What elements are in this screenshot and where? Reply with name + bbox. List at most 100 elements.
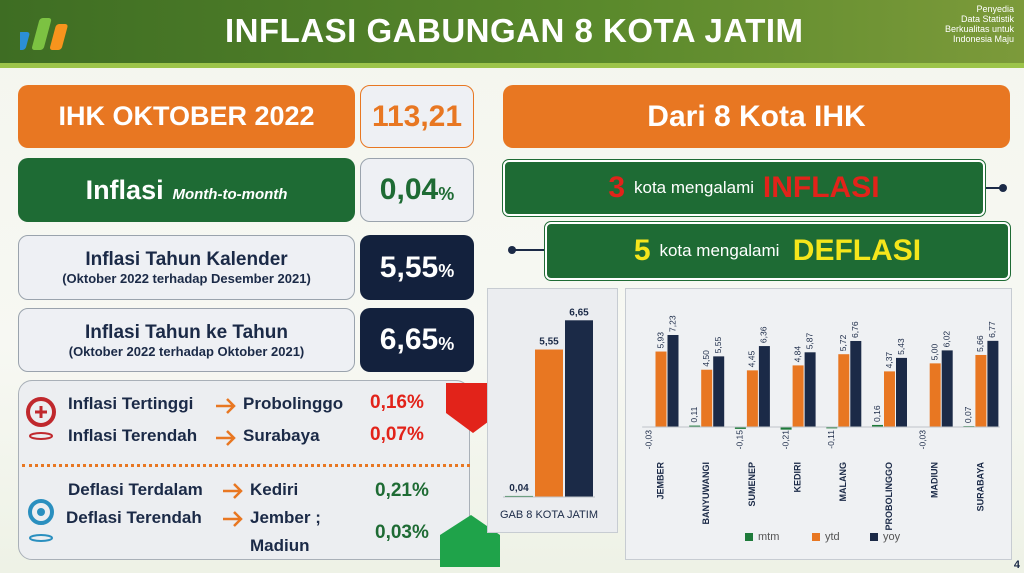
x-tick-label: MALANG [838,462,848,502]
legend-label: mtm [758,531,779,543]
ytd-value: 5,55 [379,250,439,284]
summary-title: Dari 8 Kota IHK [647,99,866,133]
bar [505,495,533,497]
bar [758,346,770,427]
bar [850,340,862,427]
up-marker [446,383,500,433]
legend-label: ytd [825,531,840,543]
extreme-city: Probolinggo [243,394,344,413]
yoy-label: Inflasi Tahun ke Tahun [84,321,289,343]
mtm-sublabel: Month-to-month [172,185,288,203]
yoy-label-box: Inflasi Tahun ke Tahun (Oktober 2022 terh… [18,308,355,372]
mtm-label-box: Inflasi Month-to-month [18,158,355,222]
mtm-value-box: 0,04% [360,158,474,222]
summary-title-box: Dari 8 Kota IHK [503,85,1010,148]
inflation-text: kota mengalami [634,178,755,197]
ytd-unit: % [438,261,455,281]
value-label: 0,07 [963,406,973,423]
value-label: 6,77 [987,321,997,338]
page-title: INFLASI GABUNGAN 8 KOTA JATIM [225,12,804,49]
legend-swatch [812,533,820,541]
city-chart: -0,03 5,937,23 JEMBER 0,11 4,505,55 BANYUWANG… [642,315,1000,543]
value-label: 4,45 [747,351,757,368]
x-tick-label: SURABAYA [975,462,985,512]
x-tick-label: BANYUWANGI [701,462,711,525]
bar [701,369,713,427]
deflation-box: 5 kota mengalami DEFLASI [544,221,1011,281]
inflation-box: 3 kota mengalami INFLASI [502,159,986,217]
value-label: 6,76 [850,321,860,338]
down-marker [440,515,500,567]
bar [884,371,895,427]
tagline-line: Berkualitas untuk [944,24,1014,34]
connectors [508,184,1007,254]
bar [792,365,804,427]
value-label: 5,55 [713,337,723,354]
bar [689,425,701,427]
mtm-unit: % [438,183,455,204]
ytd-value-box: 5,55% [360,235,474,300]
value-label: 5,00 [929,344,939,361]
value-label: 0,11 [689,406,699,422]
x-tick-label: GAB 8 KOTA JATIM [500,509,598,521]
extreme-value: 0,16% [370,392,424,413]
logo [20,18,68,50]
legend-swatch [870,533,878,541]
bar [838,354,850,427]
extreme-label: Inflasi Tertinggi [68,394,194,413]
pin-icon [26,397,56,440]
page-number: 4 [1013,559,1020,571]
ytd-label-box: Inflasi Tahun Kalender (Oktober 2022 terh… [18,235,355,300]
pin-icon [28,499,54,542]
value-label: 5,87 [804,332,814,349]
extreme-city: Surabaya [243,426,320,445]
bar [941,350,953,427]
value-label: 6,02 [941,331,951,348]
bar [535,349,563,497]
ihk-value: 113,21 [371,99,463,133]
bar [780,426,792,430]
extreme-city: Madiun [250,536,310,555]
value-label: 0,16 [872,405,882,422]
value-label: 4,37 [884,352,894,369]
bar [655,351,667,427]
ihk-value-box: 113,21 [360,85,474,148]
bar [896,357,907,427]
bar [746,370,758,427]
ytd-label: Inflasi Tahun Kalender [85,249,288,270]
inflation-count: 3 [608,171,626,204]
deflation-text: kota mengalami [659,241,780,260]
yoy-value-box: 6,65% [360,308,474,372]
extreme-label: Deflasi Terdalam [68,480,203,499]
value-label: -0,03 [643,430,653,450]
bar [929,363,941,427]
x-tick-label: PROBOLINGGO [884,462,894,531]
x-tick-label: MADIUN [930,462,940,498]
yoy-value: 6,65 [379,323,439,356]
value-label: -0,21 [780,430,790,450]
value-label: 5,66 [975,335,985,352]
tagline-line: Penyedia [976,4,1014,14]
arrows [216,398,243,527]
inflation-label: INFLASI [762,171,880,204]
extremes-panel [18,380,470,560]
mtm-label: Inflasi [85,174,164,205]
ihk-label: IHK OKTOBER 2022 [58,101,315,131]
value-label: 7,23 [667,315,677,332]
x-tick-label: JEMBER [655,462,665,500]
deflation-count: 5 [633,234,651,267]
value-label: -0,15 [735,430,745,450]
value-label: 5,55 [539,337,559,348]
legend-label: yoy [883,531,901,543]
ytd-sublabel: (Oktober 2022 terhadap Desember 2021) [62,271,311,286]
bar [734,426,746,429]
bar [826,426,838,429]
legend-swatch [745,533,753,541]
tagline-line: Indonesia Maju [952,34,1014,44]
x-tick-label: SUMENEP [747,462,757,507]
bar [987,340,999,427]
tagline-line: Data Statistik [960,14,1014,24]
deflation-label: DEFLASI [792,234,922,267]
tagline: Penyedia Data Statistik Berkualitas untu… [945,4,1014,44]
